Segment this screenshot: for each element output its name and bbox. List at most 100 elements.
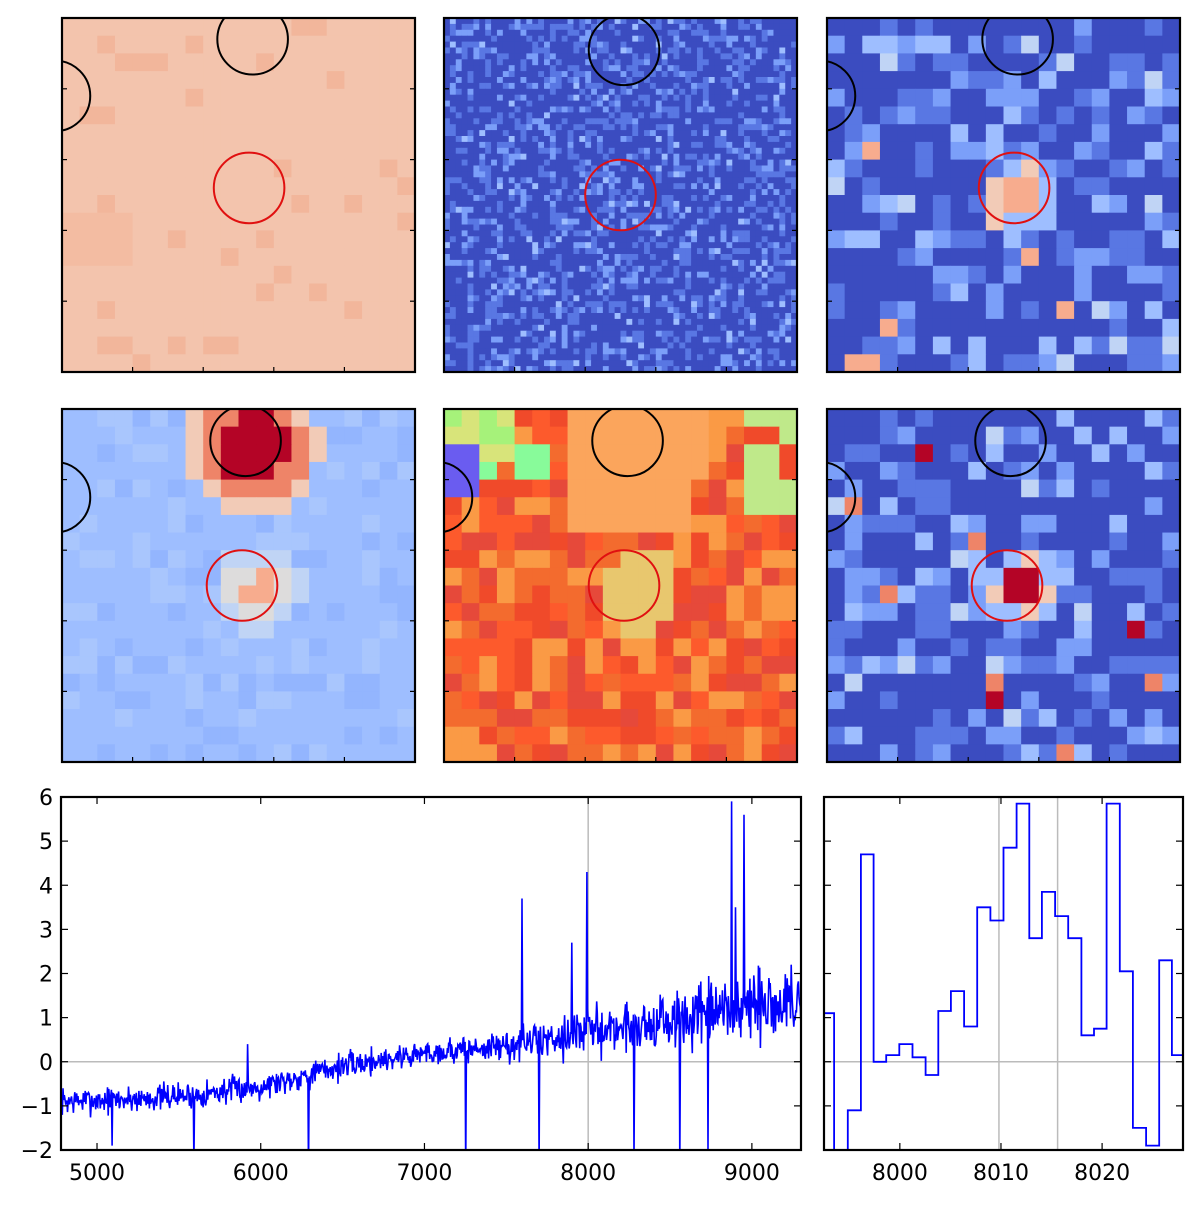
- heatmap-cell: [779, 200, 786, 208]
- heatmap-cell: [915, 212, 934, 231]
- heatmap-cell: [779, 336, 786, 343]
- heatmap-cell: [238, 585, 257, 604]
- heatmap-cell: [514, 360, 521, 367]
- heatmap-cell: [602, 318, 610, 326]
- heatmap-cell: [573, 248, 580, 255]
- heatmap-cell: [679, 106, 686, 113]
- heatmap-cell: [79, 409, 98, 428]
- heatmap-cell: [791, 236, 798, 243]
- heatmap-cell: [473, 366, 480, 373]
- heatmap-cell: [661, 165, 668, 172]
- heatmap-cell: [114, 230, 133, 249]
- heatmap-cell: [679, 153, 686, 160]
- heatmap-cell: [596, 88, 604, 96]
- heatmap-cell: [62, 620, 81, 639]
- heatmap-cell: [273, 177, 292, 196]
- heatmap-cell: [132, 567, 151, 586]
- heatmap-cell: [620, 409, 639, 428]
- heatmap-cell: [968, 354, 987, 373]
- heatmap-cell: [608, 141, 616, 149]
- heatmap-cell: [544, 259, 551, 267]
- heatmap-cell: [602, 183, 610, 190]
- heatmap-cell: [449, 88, 457, 96]
- heatmap-cell: [555, 218, 563, 225]
- heatmap-cell: [526, 212, 533, 219]
- heatmap-cell: [602, 409, 621, 428]
- heatmap-cell: [779, 195, 786, 202]
- heatmap-cell: [397, 88, 416, 107]
- heatmap-cell: [602, 289, 610, 296]
- heatmap-cell: [220, 409, 239, 428]
- heatmap-cell: [620, 242, 627, 249]
- heatmap-cell: [602, 100, 610, 107]
- heatmap-cell: [785, 141, 792, 149]
- heatmap-cell: [773, 165, 780, 172]
- heatmap-cell: [1074, 141, 1093, 160]
- heatmap-cell: [691, 47, 698, 54]
- heatmap-cell: [968, 18, 987, 37]
- heatmap-cell: [114, 195, 133, 214]
- heatmap-cell: [344, 35, 363, 54]
- heatmap-cell: [496, 224, 504, 231]
- heatmap-cell: [655, 159, 663, 166]
- heatmap-cell: [397, 550, 416, 569]
- heatmap-cell: [538, 141, 545, 149]
- heatmap-cell: [738, 106, 745, 113]
- heatmap-cell: [461, 100, 468, 107]
- heatmap-cell: [720, 82, 727, 90]
- heatmap-cell: [761, 71, 768, 78]
- heatmap-cell: [220, 638, 239, 657]
- heatmap-cell: [538, 271, 545, 278]
- heatmap-cell: [626, 23, 633, 31]
- heatmap-cell: [502, 112, 510, 119]
- heatmap-cell: [1056, 71, 1075, 90]
- heatmap-cell: [614, 124, 621, 131]
- heatmap-cell: [655, 342, 663, 349]
- heatmap-cell: [749, 112, 757, 119]
- heatmap-cell: [626, 171, 633, 178]
- heatmap-cell: [526, 336, 533, 343]
- heatmap-cell: [779, 100, 786, 107]
- heatmap-cell: [585, 18, 592, 25]
- heatmap-cell: [455, 336, 463, 343]
- heatmap-cell: [779, 265, 786, 273]
- heatmap-cell: [473, 313, 480, 320]
- heatmap-cell: [744, 159, 751, 166]
- heatmap-cell: [167, 248, 186, 267]
- heatmap-cell: [526, 159, 533, 166]
- heatmap-cell: [738, 248, 745, 255]
- heatmap-cell: [673, 200, 680, 208]
- heatmap-cell: [720, 124, 727, 131]
- heatmap-cell: [473, 248, 480, 255]
- heatmap-cell: [362, 106, 381, 125]
- heatmap-cell: [485, 313, 492, 320]
- heatmap-cell: [579, 360, 586, 367]
- heatmap-cell: [520, 23, 527, 31]
- heatmap-cell: [567, 147, 574, 155]
- heatmap-cell: [602, 112, 610, 119]
- heatmap-cell: [679, 271, 686, 278]
- heatmap-cell: [773, 354, 780, 361]
- heatmap-cell: [620, 88, 627, 96]
- heatmap-cell: [502, 248, 510, 255]
- heatmap-cell: [761, 59, 768, 66]
- heatmap-cell: [496, 165, 504, 172]
- heatmap-cell: [479, 147, 486, 155]
- heatmap-cell: [567, 106, 574, 113]
- heatmap-cell: [185, 88, 204, 107]
- heatmap-cell: [538, 354, 545, 361]
- heatmap-cell: [273, 248, 292, 267]
- heatmap-cell: [779, 206, 786, 214]
- heatmap-cell: [185, 709, 204, 728]
- heatmap-cell: [655, 177, 663, 184]
- heatmap-cell: [132, 409, 151, 428]
- heatmap-cell: [467, 277, 474, 284]
- heatmap-cell: [132, 585, 151, 604]
- heatmap-cell: [726, 295, 733, 302]
- heatmap-cell: [773, 65, 780, 72]
- heatmap-cell: [344, 532, 363, 551]
- heatmap-cell: [685, 336, 692, 343]
- heatmap-cell: [649, 153, 657, 160]
- heatmap-cell: [273, 603, 292, 622]
- heatmap-cell: [585, 141, 592, 149]
